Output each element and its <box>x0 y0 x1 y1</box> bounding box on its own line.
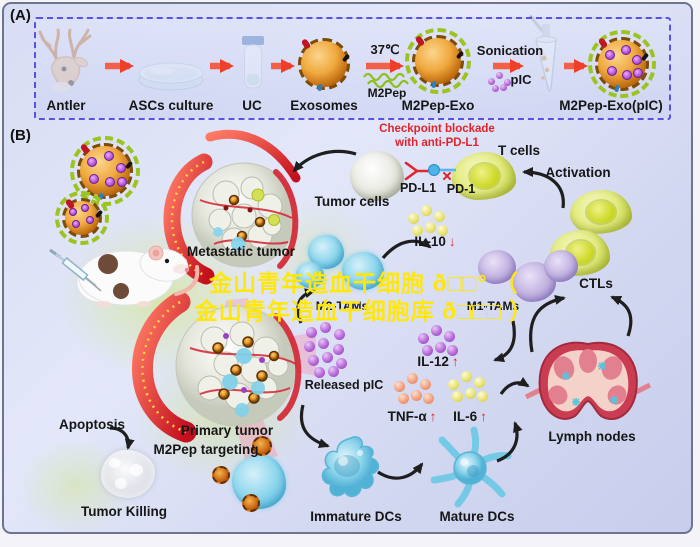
syringe-icon <box>49 248 102 292</box>
targeting-exosome-icon <box>252 436 272 456</box>
m2pep-label: M2Pep <box>367 86 407 100</box>
m2pep-exo-label: M2Pep-Exo <box>401 98 475 113</box>
m2-tams-label: M2-TAMs <box>315 299 369 313</box>
ctls-label: CTLs <box>579 276 613 291</box>
pd-1-label: PD-1 <box>446 182 476 196</box>
pic-label: pIC <box>510 72 532 87</box>
m2pep-exosome-icon <box>405 28 471 94</box>
released-pic-label: Released pIC <box>304 378 384 392</box>
exosomes-label: Exosomes <box>290 98 358 113</box>
checkpoint-label-line1: Checkpoint blockade <box>379 123 495 135</box>
released-pic-dots <box>304 322 352 380</box>
ctl-cell <box>570 190 632 234</box>
m2-tam-cell <box>342 252 384 290</box>
down-arrow-icon: ↓ <box>448 234 456 249</box>
lymph-nodes-label: Lymph nodes <box>548 429 636 444</box>
primary-tumor-label: Primary tumor <box>180 423 274 438</box>
ascs-culture-label: ASCs culture <box>128 98 214 113</box>
watermark-line1: 金山青年造血干细胞 ð□□° （ <box>209 270 519 296</box>
m1-tam-cell <box>478 250 516 284</box>
metastatic-tumor-label: Metastatic tumor <box>186 244 296 259</box>
watermark-line2: 金山青年造血干细胞库 ð□□□ ） <box>194 298 534 324</box>
up-arrow-icon: ↑ <box>429 409 437 424</box>
watermark: 金山青年造血干细胞 ð□□° （ 金山青年造血干细胞库 ð□□□ ） <box>164 269 564 325</box>
targeting-exosome-icon <box>242 494 260 512</box>
il12-label: IL-12 ↑ <box>417 354 459 369</box>
injected-exosome-icon <box>55 191 109 245</box>
activation-label: Activation <box>545 165 611 180</box>
t-cell <box>452 152 516 200</box>
targeting-exosome-icon <box>212 466 230 484</box>
il10-label: IL-10 ↓ <box>414 234 456 249</box>
m2pep-targeting-label: M2Pep targeting <box>153 442 259 457</box>
tnf-dots <box>392 372 434 406</box>
il6-dots <box>446 370 488 404</box>
primary-tumor-illustration <box>131 291 302 443</box>
panel-a-label: (A) <box>10 7 31 24</box>
tumor-cells-label: Tumor cells <box>314 194 390 209</box>
apoptosis-label: Apoptosis <box>59 417 125 432</box>
tumor-killing-label: Tumor Killing <box>81 504 167 519</box>
dendritic-cell-marks <box>562 362 618 406</box>
il10-dots <box>406 204 448 238</box>
immature-dcs-label: Immature DCs <box>310 509 402 524</box>
m2-tam-cell <box>296 262 324 288</box>
pd-l1-label: PD-L1 <box>399 181 437 195</box>
mature-dcs-label: Mature DCs <box>439 509 515 524</box>
checkpoint-label-line2: with anti-PD-L1 <box>395 137 479 149</box>
up-arrow-icon: ↑ <box>451 354 459 369</box>
metastatic-tumor-illustration <box>163 153 299 285</box>
uc-label: UC <box>242 98 262 113</box>
dying-tumor-cell <box>101 450 155 498</box>
exosome-icon <box>298 38 351 92</box>
lymph-node-illustration <box>524 341 652 420</box>
tumor-cell <box>350 151 404 201</box>
tnf-label: TNF-α ↑ <box>387 409 437 424</box>
antler-label: Antler <box>46 98 86 113</box>
blood-vessel <box>205 129 301 183</box>
m1-tams-label: M1-TAMs <box>466 299 520 313</box>
sonication-label: Sonication <box>476 43 544 58</box>
m1-tam-cell <box>544 250 578 282</box>
m2pep-exo-pic-label: M2Pep-Exo(pIC) <box>559 98 663 113</box>
panel-b-label: (B) <box>10 127 31 144</box>
m2pep-exosome-pic-icon <box>588 30 656 98</box>
t-cells-label: T cells <box>497 143 541 158</box>
temperature-label: 37℃ <box>370 42 400 57</box>
injected-exosome-icon <box>70 136 140 206</box>
figure-frame: (A) (B) 37℃ M2Pep Sonication pIC Antler … <box>2 2 693 534</box>
immature-dc-illustration <box>321 436 380 498</box>
pic-dots <box>488 71 512 93</box>
up-arrow-icon: ↑ <box>480 409 487 424</box>
il6-label: IL-6 ↑ <box>453 409 487 424</box>
il12-dots <box>416 324 458 358</box>
illustration-layer <box>38 15 652 508</box>
mouse-illustration <box>49 245 200 307</box>
mature-dc-illustration <box>430 426 512 508</box>
